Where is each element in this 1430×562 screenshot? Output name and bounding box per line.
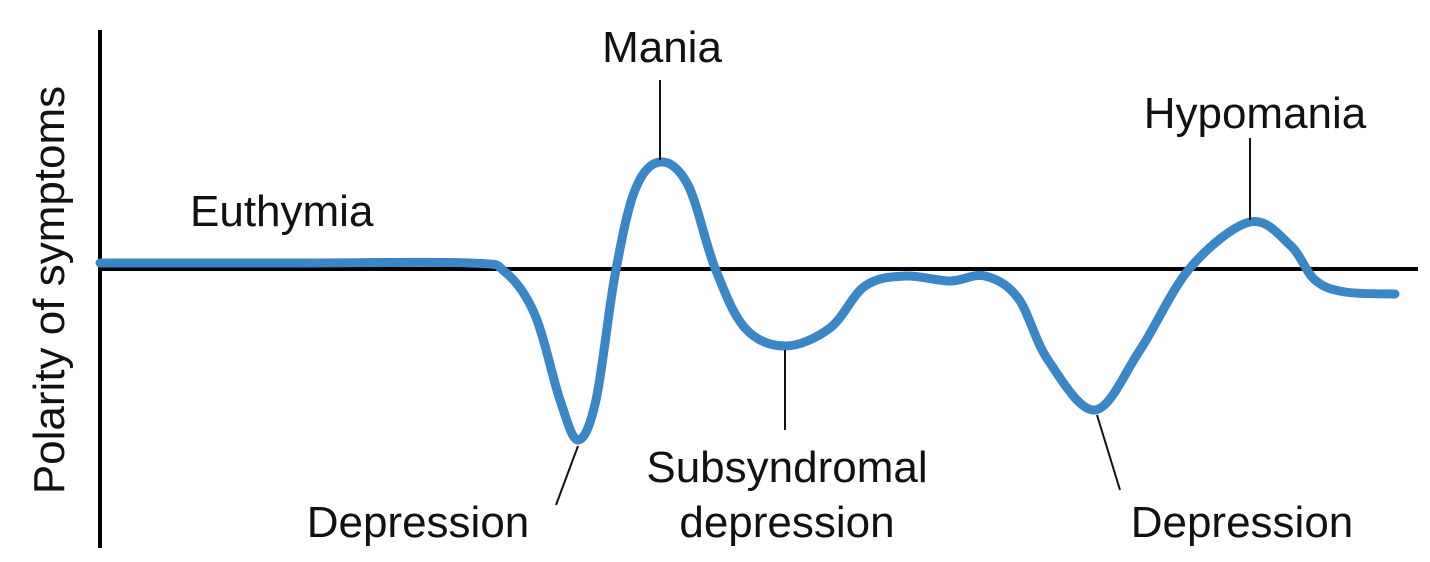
- depression-2-leader-line: [1096, 414, 1121, 491]
- label-depression-1: Depression: [307, 498, 530, 547]
- label-depression-2: Depression: [1131, 498, 1354, 547]
- depression-1-leader-line: [555, 445, 579, 506]
- label-mania: Mania: [602, 23, 722, 72]
- y-axis-label: Polarity of symptoms: [25, 86, 74, 494]
- label-subsyndromal-depression: depression: [679, 498, 894, 547]
- label-euthymia: Euthymia: [190, 187, 374, 236]
- label-subsyndromal: Subsyndromal: [646, 443, 927, 492]
- mood-curve: [95, 157, 1400, 445]
- label-hypomania: Hypomania: [1144, 89, 1367, 138]
